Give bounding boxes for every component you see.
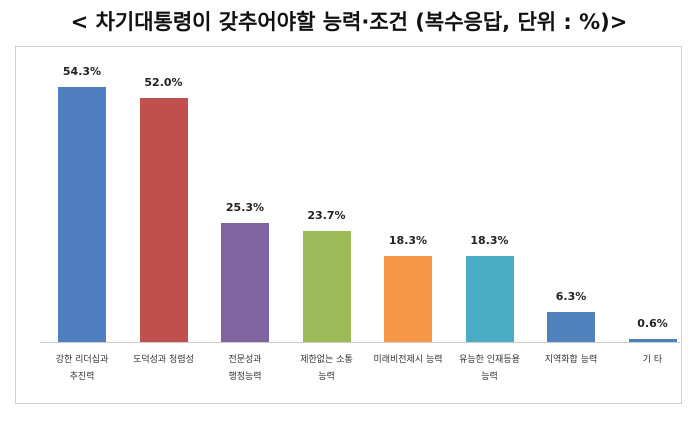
bar: [547, 312, 595, 342]
chart-title: < 차기대통령이 갖추어야할 능력·조건 (복수응답, 단위 : %)>: [70, 10, 628, 34]
x-tick-label: 미래비전제시 능력: [373, 355, 443, 365]
x-tick-label: 지역화합 능력: [544, 355, 598, 365]
data-label: 25.3%: [225, 201, 265, 215]
x-tick-label: 도덕성과 청렴성: [133, 355, 194, 365]
x-tick-label: 제한없는 소통 능력: [300, 355, 353, 382]
x-tick-label: 강한 리더십과 추진력: [55, 355, 109, 382]
bar: [58, 86, 106, 342]
data-label: 52.0%: [144, 75, 183, 89]
bar: [302, 230, 351, 342]
data-label: 18.3%: [388, 233, 428, 247]
bar: [221, 223, 269, 342]
data-label: 18.3%: [470, 233, 509, 247]
data-label: 0.6%: [637, 317, 668, 331]
data-label: 23.7%: [307, 208, 346, 222]
bar: [139, 97, 188, 342]
x-tick-label: 기 타: [642, 355, 663, 365]
x-tick-label: 전문성과 행정능력: [228, 355, 262, 382]
data-label: 6.3%: [555, 290, 587, 304]
data-label: 54.3%: [62, 64, 102, 78]
bar: [465, 255, 514, 342]
bar: [384, 255, 432, 342]
x-tick-label: 유능한 인재등용 능력: [459, 355, 520, 382]
bar: [628, 339, 677, 342]
chart-frame: [15, 46, 682, 404]
baseline: [40, 342, 680, 343]
